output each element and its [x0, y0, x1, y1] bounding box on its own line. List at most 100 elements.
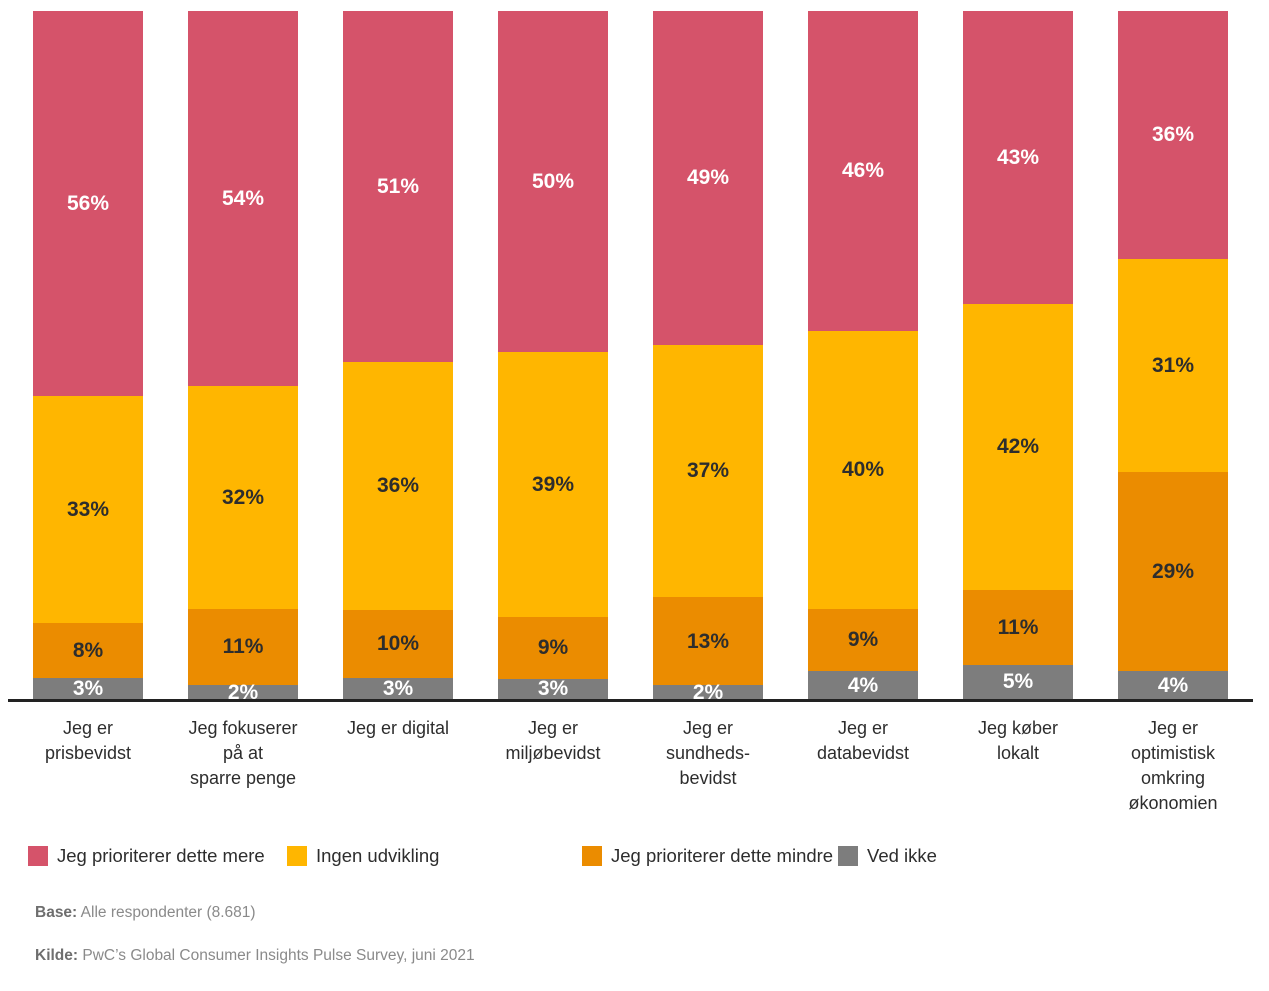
segment-value-label: 10% [376, 632, 420, 656]
segment-value-label: 49% [686, 166, 730, 190]
footnotes: Base: Alle respondenter (8.681) Kilde: P… [35, 905, 475, 991]
segment-value-label: 37% [686, 459, 730, 483]
bar-segment: 40% [808, 330, 918, 609]
category-label: Jeg er digital [346, 718, 450, 738]
segment-value-label: 5% [1002, 670, 1034, 694]
bar-segment: 54% [188, 11, 298, 387]
segment-value-label: 9% [537, 636, 569, 660]
segment-value-label: 29% [1151, 560, 1195, 584]
legend: Jeg prioriterer dette mere Ingen udviklin… [0, 845, 1269, 867]
bar-segment: 3% [343, 678, 453, 699]
segment-value-label: 11% [997, 615, 1039, 639]
bar-segment: 56% [33, 11, 143, 397]
category-cell: Jeg er databevidst [808, 716, 918, 816]
bar-segment: 36% [1118, 11, 1228, 259]
bar-segment: 33% [33, 396, 143, 624]
segment-value-label: 36% [376, 474, 420, 498]
category-cell: Jeg er sundheds- bevidst [653, 716, 763, 816]
segment-value-label: 42% [996, 435, 1040, 459]
category-label: Jeg er optimistisk omkring økonomien [1128, 718, 1218, 813]
category-cell: Jeg køber lokalt [963, 716, 1073, 816]
segment-value-label: 33% [66, 498, 110, 522]
stacked-bar: 36% 31% 29% 4% [1118, 11, 1228, 699]
segment-value-label: 8% [72, 639, 104, 663]
segment-value-label: 11% [222, 635, 264, 659]
base-text: Alle respondenter (8.681) [80, 904, 256, 921]
bar-segment: 43% [963, 11, 1073, 304]
segment-value-label: 36% [1151, 123, 1195, 147]
legend-color-swatch [28, 845, 48, 866]
bars-container: 56% 33% 8% 3% 54% 32% 11% 2% 51% 36% 10% 3% 50% 39% 9%… [33, 11, 1228, 703]
legend-item: Ingen udvikling [287, 845, 439, 866]
bar-segment: 46% [808, 11, 918, 331]
category-labels-row: Jeg er prisbevidst Jeg fokuserer på at sp… [33, 716, 1228, 816]
legend-color-swatch [287, 845, 307, 866]
bar-segment: 51% [343, 11, 453, 362]
bar-segment: 9% [498, 617, 608, 679]
bar-segment: 3% [498, 677, 608, 701]
bar-segment: 42% [963, 303, 1073, 590]
bar-segment: 32% [188, 386, 298, 609]
bar-segment: 4% [808, 671, 918, 699]
category-label: Jeg er prisbevidst [44, 718, 132, 763]
segment-value-label: 40% [841, 458, 885, 482]
segment-value-label: 2% [692, 680, 724, 704]
category-label: Jeg er databevidst [816, 718, 910, 763]
segment-value-label: 43% [996, 145, 1040, 169]
legend-item: Jeg prioriterer dette mere [28, 845, 265, 866]
bar-segment: 11% [963, 590, 1073, 665]
legend-color-swatch [582, 845, 602, 866]
category-cell: Jeg er digital [343, 716, 453, 816]
category-label: Jeg er miljøbevidst [505, 718, 601, 763]
legend-label: Ingen udvikling [316, 845, 440, 866]
bar-segment: 37% [653, 344, 763, 597]
segment-value-label: 4% [847, 673, 879, 697]
bar-segment: 36% [343, 361, 453, 610]
segment-value-label: 9% [847, 628, 879, 652]
category-cell: Jeg er miljøbevidst [498, 716, 608, 816]
segment-value-label: 2% [227, 680, 259, 704]
base-note: Base: Alle respondenter (8.681) [35, 905, 475, 921]
stacked-bar: 49% 37% 13% 2% [653, 11, 763, 703]
segment-value-label: 46% [841, 159, 885, 183]
legend-label: Ved ikke [867, 845, 937, 866]
legend-item: Jeg prioriterer dette mindre [582, 845, 833, 866]
bar-segment: 2% [653, 682, 763, 703]
segment-value-label: 39% [531, 472, 575, 496]
bar-segment: 10% [343, 609, 453, 679]
legend-label: Jeg prioriterer dette mere [57, 845, 265, 866]
x-axis-line [8, 699, 1253, 702]
stacked-bar: 46% 40% 9% 4% [808, 11, 918, 699]
stacked-bar: 51% 36% 10% 3% [343, 11, 453, 699]
category-cell: Jeg er optimistisk omkring økonomien [1118, 716, 1228, 816]
stacked-bar: 54% 32% 11% 2% [188, 11, 298, 703]
stacked-bar: 56% 33% 8% 3% [33, 11, 143, 699]
stacked-bar: 43% 42% 11% 5% [963, 11, 1073, 699]
bar-segment: 13% [653, 596, 763, 686]
category-cell: Jeg fokuserer på at sparre penge [188, 716, 298, 816]
bar-segment: 31% [1118, 258, 1228, 472]
base-label: Base: [35, 904, 78, 921]
stacked-bar: 50% 39% 9% 3% [498, 11, 608, 699]
category-label: Jeg er sundheds- bevidst [665, 718, 751, 788]
bar-segment: 3% [33, 678, 143, 699]
bar-segment: 4% [1118, 671, 1228, 699]
segment-value-label: 31% [1151, 353, 1195, 377]
legend-color-swatch [838, 845, 858, 866]
segment-value-label: 56% [66, 192, 110, 216]
source-text: PwC’s Global Consumer Insights Pulse Sur… [82, 947, 475, 964]
bar-segment: 29% [1118, 471, 1228, 672]
bar-segment: 8% [33, 623, 143, 679]
source-note: Kilde: PwC’s Global Consumer Insights Pu… [35, 948, 475, 964]
segment-value-label: 4% [1157, 673, 1189, 697]
segment-value-label: 3% [382, 677, 414, 701]
category-label: Jeg fokuserer på at sparre penge [188, 718, 298, 788]
segment-value-label: 3% [72, 677, 104, 701]
segment-value-label: 3% [537, 677, 569, 701]
segment-value-label: 13% [686, 629, 730, 653]
bar-segment: 5% [963, 664, 1073, 699]
segment-value-label: 51% [376, 174, 420, 198]
legend-item: Ved ikke [838, 845, 937, 866]
